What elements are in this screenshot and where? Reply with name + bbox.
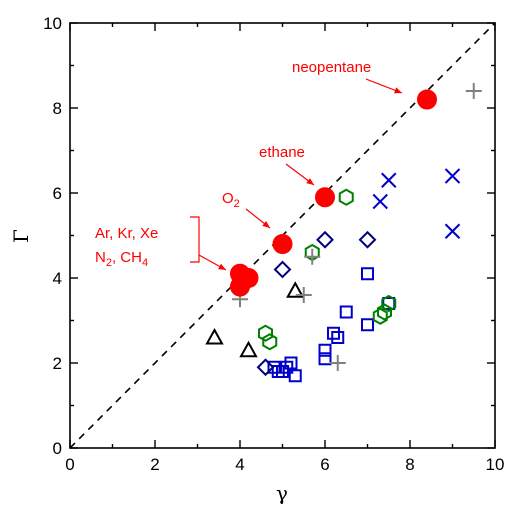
data-point-x (372, 193, 388, 210)
data-point-circle (417, 89, 437, 110)
annotation-arrowhead (218, 263, 226, 270)
data-point-plus (295, 287, 312, 303)
data-point-square (276, 365, 289, 378)
data-point-circle (315, 187, 335, 208)
x-tick-label: 8 (405, 455, 414, 474)
data-point-hexagon (262, 333, 278, 351)
data-point-plus (329, 355, 346, 371)
y-tick-label: 8 (53, 99, 62, 118)
data-point-hexagon (377, 303, 392, 321)
data-point-square (361, 267, 374, 281)
data-point-diamond (358, 230, 377, 249)
x-tick-label: 0 (65, 455, 74, 474)
annotation-ch: , CH (112, 249, 142, 266)
data-point-square (280, 360, 294, 374)
data-point-plus (465, 83, 482, 99)
data-point-hexagon (258, 324, 273, 342)
annotation-arrowhead (306, 178, 314, 185)
x-tick-label: 2 (150, 455, 159, 474)
data-point-diamond (273, 260, 292, 279)
data-point-square (288, 369, 302, 383)
data-point-x (444, 168, 461, 184)
data-point-x (444, 223, 461, 239)
data-point-square (339, 305, 353, 319)
data-point-diamond (256, 358, 275, 377)
annotations: neopentane ethane O2 Ar, Kr, Xe N2, CH4 (95, 59, 403, 271)
annotation-o2: O2 (222, 190, 240, 210)
annotation-n2-sub: 2 (106, 257, 112, 269)
data-point-hexagon (381, 294, 397, 313)
annotation-arrowhead (394, 87, 402, 94)
annotation-arrowhead (262, 220, 270, 228)
x-axis-label: γ (276, 481, 288, 505)
y-tick-label: 10 (43, 14, 62, 33)
data-point-square (331, 331, 345, 344)
data-point-hexagon (372, 307, 388, 325)
y-tick-label: 6 (53, 184, 62, 203)
data-point-square (284, 356, 298, 370)
data-point-hexagon (338, 188, 354, 206)
data-point-square (327, 326, 340, 340)
annotation-n2-ch4: N2, CH4 (95, 249, 148, 269)
y-tick-label: 0 (53, 439, 62, 458)
data-point-x (381, 172, 397, 188)
data-point-triangle (239, 340, 258, 358)
annotation-ch4-sub: 4 (142, 257, 148, 269)
data-point-square (318, 352, 332, 366)
x-tick-label: 10 (486, 455, 505, 474)
annotation-n2: N (95, 249, 106, 266)
annotation-ethane: ethane (259, 144, 305, 161)
data-point-circle (272, 234, 293, 254)
annotation-neopentane: neopentane (292, 59, 371, 76)
data-point-circle (230, 276, 250, 297)
data-point-triangle (286, 281, 305, 298)
x-tick-label: 4 (235, 455, 244, 474)
y-tick-label: 2 (53, 354, 62, 373)
annotation-noble-gases: Ar, Kr, Xe (95, 225, 158, 242)
annotation-o2-main: O (222, 190, 234, 207)
y-axis-label: Γ (9, 229, 33, 243)
data-marks (205, 83, 482, 383)
y-tick-label: 4 (53, 269, 62, 288)
x-tick-label: 6 (320, 455, 329, 474)
data-point-plus (304, 248, 321, 265)
axis-ticks (69, 22, 496, 449)
tick-labels: 0 2 4 6 8 10 0 2 4 6 8 10 (43, 14, 504, 474)
data-point-triangle (205, 327, 224, 345)
annotation-bracket (190, 216, 200, 263)
data-point-square (318, 343, 332, 357)
data-point-square (361, 318, 374, 332)
annotation-o2-sub: 2 (234, 198, 240, 210)
data-point-diamond (316, 230, 334, 249)
data-point-square (267, 360, 281, 374)
